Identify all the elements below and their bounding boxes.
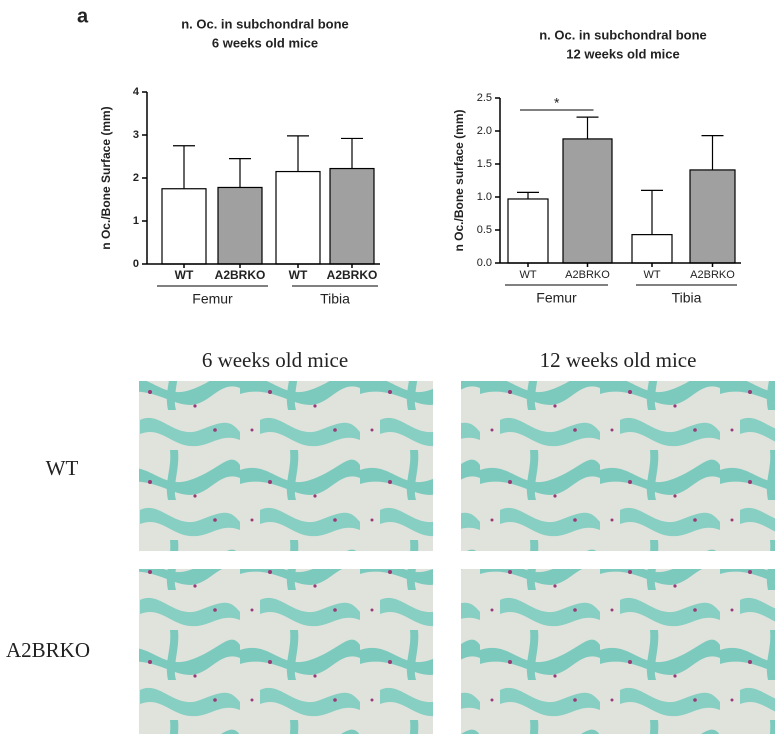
group-label: Femur [536,290,577,306]
y-axis-label: n Oc./Bone Surface (mm) [99,106,113,249]
x-tick-label: WT [643,269,660,281]
bar [217,186,263,265]
bar [689,169,736,264]
histology-image [461,569,775,734]
y-tick-label: 0.0 [477,257,492,269]
y-tick-label: 1 [133,215,139,227]
bar [507,198,549,264]
group-label: Tibia [672,290,702,306]
x-tick-label: WT [175,268,194,282]
y-tick-label: 1.5 [477,158,492,170]
x-tick-label: WT [289,268,308,282]
y-tick-label: 2 [133,172,139,184]
chart-title: n. Oc. in subchondral bone [539,27,707,42]
image-row-label: WT [46,456,79,480]
histology-image [461,381,775,551]
chart-subtitle: 12 weeks old mice [566,46,679,61]
bar [631,234,673,264]
x-tick-label: A2BRKO [215,268,266,282]
y-tick-label: 1.0 [477,191,492,203]
bar [275,170,321,265]
y-tick-label: 3 [133,129,139,141]
x-tick-label: A2BRKO [690,269,735,281]
image-column-label: 6 weeks old mice [202,348,348,372]
x-tick-label: A2BRKO [327,268,378,282]
y-tick-label: 2.5 [477,92,492,104]
image-row-label: A2BRKO [6,638,90,662]
significance-mark: * [554,95,560,111]
y-tick-label: 0.5 [477,224,492,236]
y-axis-label: n Oc./Bone surface (mm) [452,109,466,251]
chart-subtitle: 6 weeks old mice [212,35,318,50]
group-label: Femur [192,291,233,307]
panel-label: a [77,5,89,27]
bar [329,167,375,265]
x-tick-label: A2BRKO [565,269,610,281]
y-tick-label: 4 [133,86,140,98]
histology-image [139,569,433,734]
x-tick-label: WT [519,269,536,281]
y-tick-label: 2.0 [477,125,492,137]
y-tick-label: 0 [133,258,139,270]
bar [562,138,613,264]
image-column-label: 12 weeks old mice [540,348,697,372]
chart-title: n. Oc. in subchondral bone [181,16,349,31]
group-label: Tibia [320,291,350,307]
histology-image [139,381,433,551]
bar [161,188,207,265]
